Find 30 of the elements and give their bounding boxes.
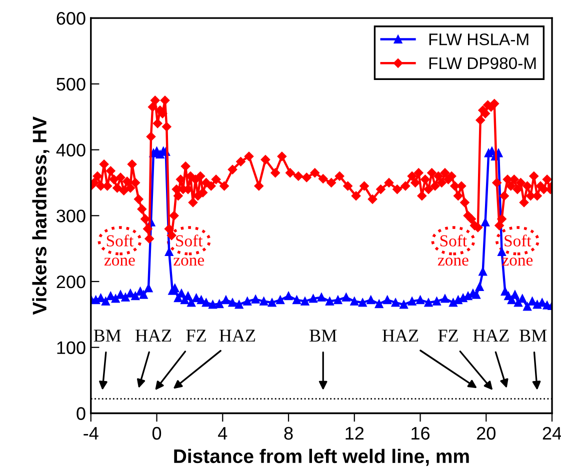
y-axis-title: Vickers hardness, HV <box>32 116 50 315</box>
annotation: BM <box>520 330 547 342</box>
x-tick-label: 16 <box>412 426 430 440</box>
x-tick-label: 0 <box>152 426 162 440</box>
y-tick-label: 100 <box>57 341 86 354</box>
annotation: BM <box>94 330 121 342</box>
annotation: Soft zone <box>104 234 135 266</box>
x-tick-label: 20 <box>477 426 496 440</box>
y-tick-label: 400 <box>56 144 86 157</box>
annotation: FZ <box>438 330 458 342</box>
annotation: FZ <box>186 330 206 342</box>
annotation: HAZ <box>382 330 418 342</box>
y-tick-label: 0 <box>76 407 86 420</box>
y-tick-label: 300 <box>56 210 86 222</box>
x-tick-label: 4 <box>218 427 228 440</box>
annotation: HAZ <box>135 330 172 342</box>
annotation: Soft zone <box>174 234 204 266</box>
annotation: HAZ <box>473 330 509 342</box>
x-tick-label: 8 <box>284 426 293 440</box>
y-tick-label: 500 <box>56 78 86 91</box>
x-axis-title: Distance from left weld line, mm <box>174 448 469 466</box>
legend-label: FLW HSLA-M <box>429 33 528 46</box>
y-tick-label: 600 <box>56 12 86 25</box>
y-tick-label: 200 <box>56 275 86 288</box>
x-tick-label: -4 <box>84 427 98 440</box>
annotation: BM <box>310 330 337 342</box>
annotation: Soft zone <box>438 234 468 266</box>
legend-label: FLW DP980-M <box>429 57 536 70</box>
x-tick-label: 12 <box>346 426 364 440</box>
annotation: HAZ <box>219 330 256 342</box>
